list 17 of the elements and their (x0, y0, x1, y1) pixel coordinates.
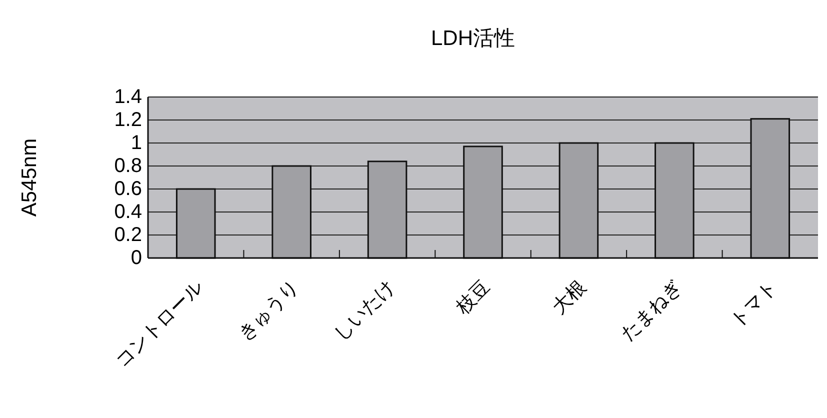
y-tick-label: 0 (130, 247, 142, 269)
y-tick-label: 1 (130, 132, 142, 154)
x-tick-label: トマト (726, 276, 782, 332)
y-tick-label: 0.2 (114, 224, 142, 246)
y-axis-title: A545nm (18, 138, 41, 217)
y-tick-label: 0.4 (114, 201, 142, 223)
y-tick-label: 1.4 (114, 86, 142, 108)
chart-title: LDH活性 (430, 27, 516, 50)
y-tick-label: 0.6 (114, 178, 142, 200)
y-tick-label: 0.8 (114, 155, 142, 177)
x-tick-label: 枝豆 (452, 276, 495, 320)
x-tick-label: 大根 (548, 276, 590, 318)
x-tick-label: コントロール (112, 276, 208, 372)
x-tick-label: しいたけ (330, 276, 399, 346)
y-tick-label: 1.2 (114, 109, 142, 131)
x-tick-label: きゅうり (234, 276, 304, 346)
x-tick-label: たまねぎ (617, 276, 686, 346)
